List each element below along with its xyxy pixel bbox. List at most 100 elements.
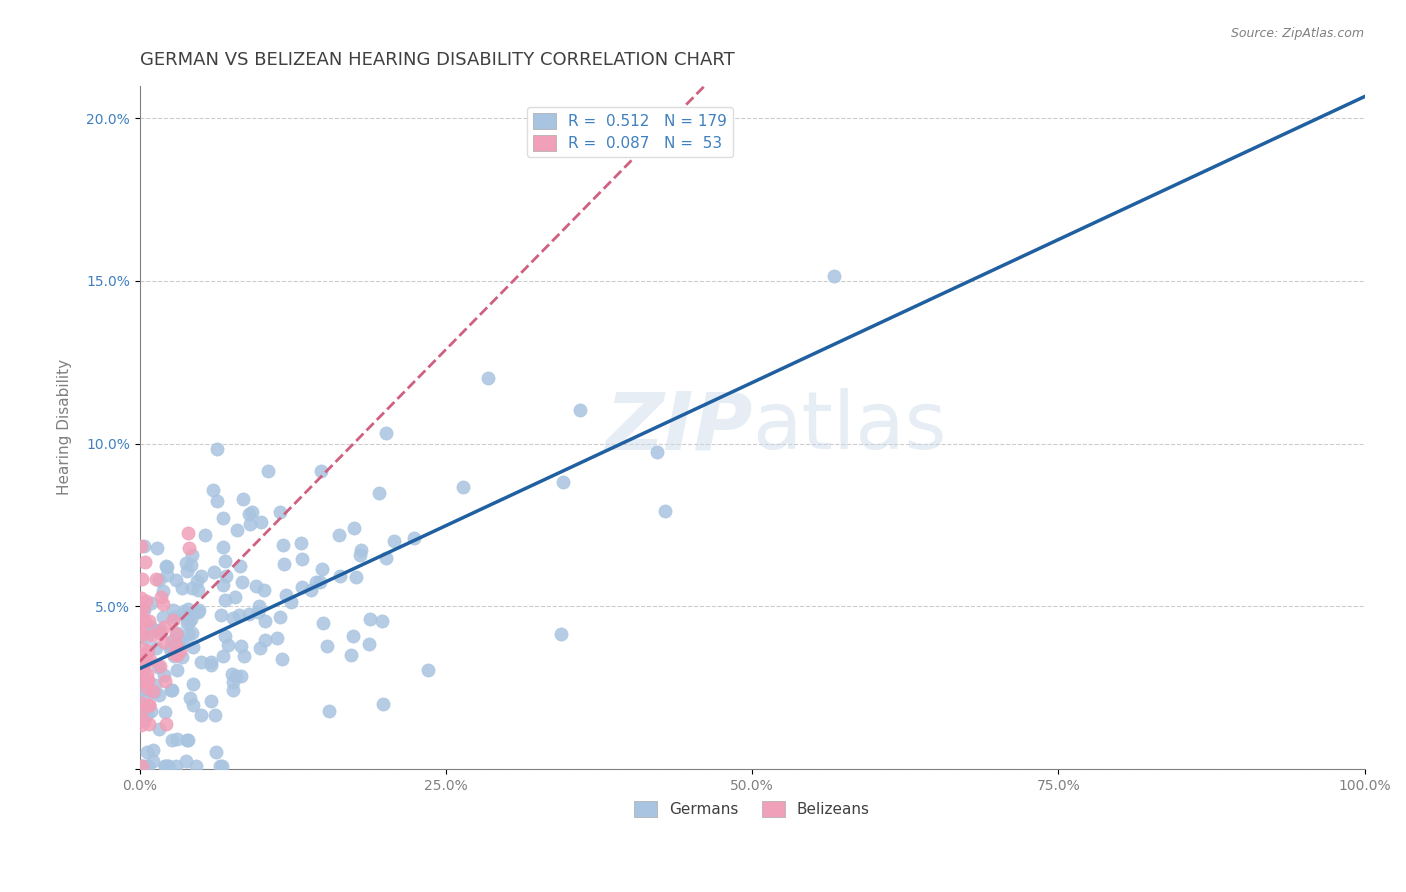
Point xyxy=(135,745,157,759)
Point xyxy=(163,647,186,661)
Point xyxy=(131,628,153,642)
Point xyxy=(143,685,166,699)
Point xyxy=(174,609,197,624)
Point xyxy=(166,663,188,677)
Point xyxy=(224,590,246,604)
Point xyxy=(654,504,676,518)
Point xyxy=(139,620,162,634)
Text: ZIP: ZIP xyxy=(605,388,752,467)
Point xyxy=(131,696,153,710)
Point xyxy=(201,483,224,497)
Point xyxy=(645,445,668,459)
Point xyxy=(134,556,156,570)
Point xyxy=(134,615,156,629)
Point xyxy=(172,634,194,648)
Point xyxy=(152,597,174,611)
Point xyxy=(231,669,253,683)
Point xyxy=(215,568,238,582)
Point xyxy=(190,708,212,723)
Point xyxy=(142,754,165,768)
Point xyxy=(129,717,152,731)
Point xyxy=(316,639,339,653)
Point xyxy=(257,464,280,478)
Point xyxy=(155,759,177,773)
Point xyxy=(176,602,198,616)
Point xyxy=(477,370,499,384)
Point xyxy=(273,557,295,571)
Point xyxy=(273,538,295,552)
Point xyxy=(131,661,153,675)
Point xyxy=(139,704,162,718)
Point xyxy=(153,706,176,720)
Point xyxy=(139,596,162,610)
Point xyxy=(187,605,209,619)
Point xyxy=(160,633,183,648)
Point xyxy=(253,583,276,598)
Point xyxy=(129,624,152,638)
Point xyxy=(382,533,405,548)
Point xyxy=(247,605,270,619)
Point xyxy=(211,578,233,592)
Point xyxy=(228,608,250,623)
Point xyxy=(225,669,247,683)
Point xyxy=(368,485,391,500)
Point xyxy=(232,492,254,507)
Point xyxy=(134,631,156,645)
Point xyxy=(232,649,254,664)
Point xyxy=(131,682,153,697)
Point xyxy=(239,517,262,532)
Point xyxy=(142,743,165,757)
Point xyxy=(172,581,194,595)
Point xyxy=(242,505,264,519)
Point xyxy=(146,541,169,555)
Point xyxy=(156,560,179,574)
Point xyxy=(162,613,184,627)
Point xyxy=(254,632,277,647)
Point xyxy=(238,507,260,521)
Point xyxy=(177,541,200,556)
Point xyxy=(132,539,155,553)
Point xyxy=(291,552,314,566)
Point xyxy=(165,574,187,588)
Point xyxy=(166,626,188,640)
Point xyxy=(280,595,302,609)
Point xyxy=(416,663,439,677)
Point xyxy=(266,631,288,645)
Legend: Germans, Belizeans: Germans, Belizeans xyxy=(628,795,876,823)
Point xyxy=(135,594,157,608)
Point xyxy=(135,672,157,686)
Point xyxy=(238,607,260,621)
Point xyxy=(823,268,845,283)
Point xyxy=(373,698,395,712)
Point xyxy=(340,648,363,663)
Point xyxy=(214,554,236,568)
Point xyxy=(212,540,235,554)
Point xyxy=(136,673,159,687)
Point xyxy=(132,656,155,670)
Point xyxy=(176,616,198,631)
Point xyxy=(190,569,212,583)
Point xyxy=(138,698,160,713)
Point xyxy=(207,442,229,456)
Point xyxy=(160,682,183,697)
Point xyxy=(290,536,312,550)
Point xyxy=(132,647,155,661)
Point xyxy=(374,425,396,440)
Point xyxy=(149,658,172,673)
Point xyxy=(211,759,233,773)
Point xyxy=(129,539,152,553)
Point xyxy=(187,582,209,597)
Point xyxy=(142,624,165,638)
Point xyxy=(132,600,155,615)
Point xyxy=(134,603,156,617)
Point xyxy=(180,558,202,573)
Point xyxy=(131,572,153,586)
Point xyxy=(131,704,153,718)
Point xyxy=(135,681,157,696)
Point xyxy=(135,666,157,681)
Point xyxy=(139,683,162,698)
Point xyxy=(146,660,169,674)
Point xyxy=(169,636,191,650)
Point xyxy=(131,706,153,720)
Point xyxy=(179,615,201,629)
